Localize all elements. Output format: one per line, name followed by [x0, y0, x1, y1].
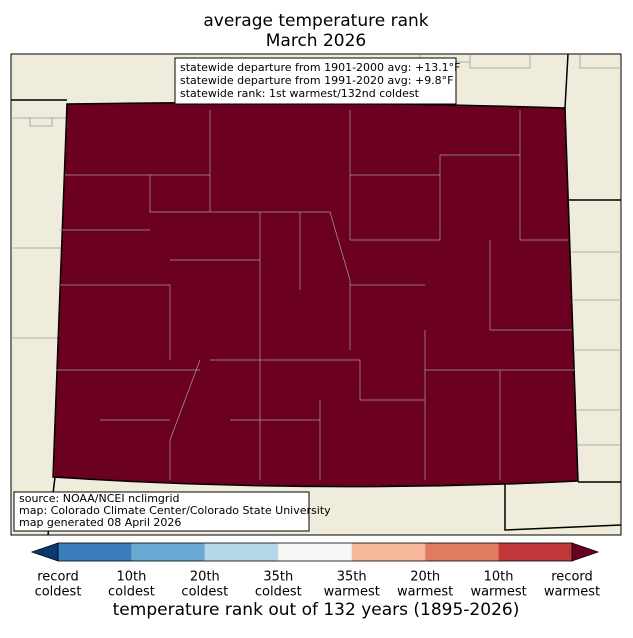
map	[10, 53, 622, 536]
colorbar-end	[30, 542, 59, 562]
colorbar-tick-label: 10th	[116, 570, 146, 585]
colorbar-tick-label: 20th	[410, 570, 440, 585]
colorbar-tick-label: coldest	[35, 585, 82, 600]
info-line: statewide rank: 1st warmest/132nd coldes…	[180, 87, 420, 100]
colorbar-tick-label: warmest	[397, 585, 453, 600]
source-line: map generated 08 April 2026	[19, 516, 181, 529]
colorbar-segment	[278, 543, 352, 561]
colorbar-tick-label: warmest	[324, 585, 380, 600]
colorbar-tick-label: coldest	[255, 585, 302, 600]
colorbar-tick-label: 35th	[263, 570, 293, 585]
colorbar-tick-label: record	[551, 570, 593, 585]
source-line: map: Colorado Climate Center/Colorado St…	[19, 504, 331, 517]
info-line: statewide departure from 1901-2000 avg: …	[180, 61, 461, 74]
colorbar-label: temperature rank out of 132 years (1895-…	[113, 600, 520, 620]
colorbar-segment	[351, 543, 426, 561]
colorbar-segment	[425, 543, 499, 561]
colorbar-tick-label: 20th	[190, 570, 220, 585]
colorbar-segment	[498, 543, 572, 561]
colorbar-tick-label: 10th	[484, 570, 514, 585]
info-box	[174, 57, 457, 105]
colorbar-segment	[131, 543, 205, 561]
colorbar-tick-label: coldest	[181, 585, 228, 600]
title-line: March 2026	[266, 31, 367, 51]
title-line: average temperature rank	[203, 11, 428, 31]
colorbar-tick-label: warmest	[544, 585, 600, 600]
colorbar-tick-label: coldest	[108, 585, 155, 600]
colorbar-segment	[58, 543, 132, 561]
colorbar-frame	[57, 542, 573, 562]
colorbar-segment	[204, 543, 279, 561]
info-line: statewide departure from 1991-2020 avg: …	[180, 74, 454, 87]
colorbar-tick-label: warmest	[470, 585, 526, 600]
colorbar-end	[571, 542, 600, 562]
source-box	[13, 491, 310, 532]
colorado	[52, 101, 579, 488]
colorbar-tick-label: 35th	[337, 570, 367, 585]
colorbar-tick-label: record	[37, 570, 79, 585]
source-line: source: NOAA/NCEI nclimgrid	[19, 492, 179, 505]
